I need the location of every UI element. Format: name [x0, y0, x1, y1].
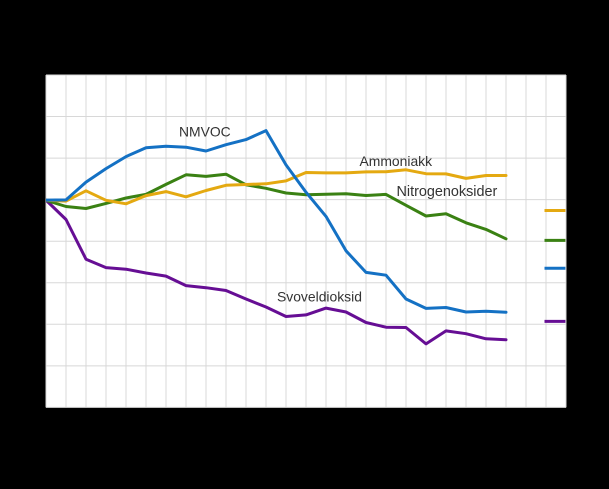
svg-text:Svoveldioksid: Svoveldioksid [277, 289, 362, 305]
svg-text:Nitrogenoksider: Nitrogenoksider [397, 184, 498, 200]
svg-text:Ammoniakk: Ammoniakk [360, 153, 433, 169]
svg-text:NMVOC: NMVOC [179, 123, 231, 139]
